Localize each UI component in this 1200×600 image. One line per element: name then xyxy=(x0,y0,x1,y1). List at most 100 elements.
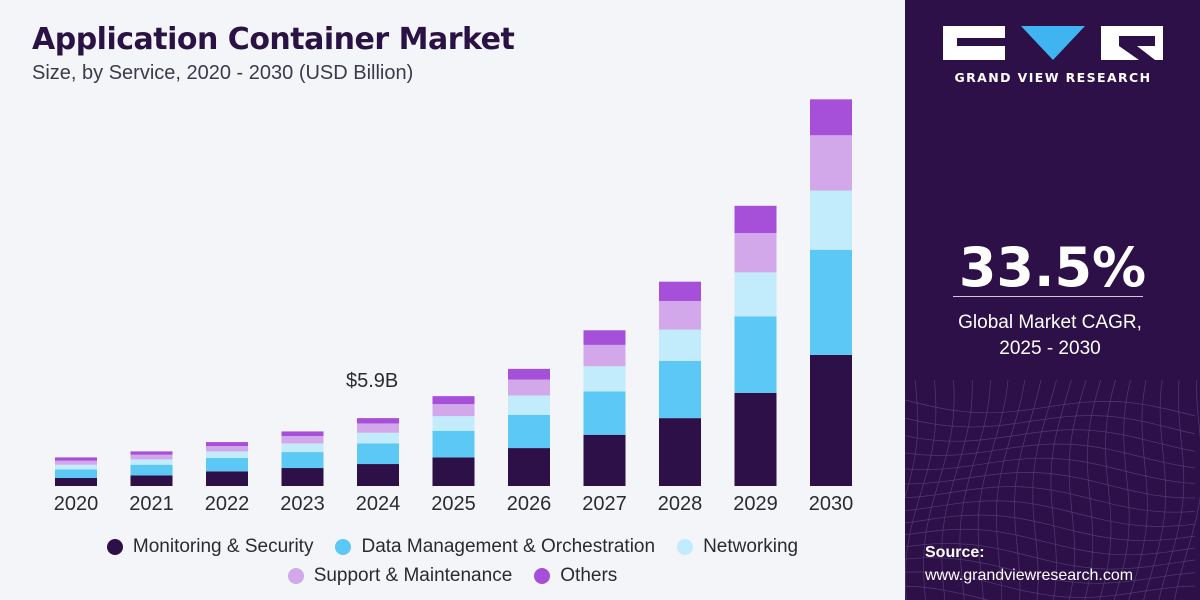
grid-wave-line xyxy=(905,585,1191,600)
x-axis-ticks: 2020 2021 2022 2023 2024 2025 2026 2027 2028 2029… xyxy=(54,493,854,515)
x-tick-label-2025: 2025 xyxy=(431,493,476,515)
legend-label-support: Support & Maintenance xyxy=(313,565,513,586)
bar-segment-2023-monitoring xyxy=(281,468,324,486)
stacked-bar-chart: 2020 2021 2022 2023 2024 2025 2026 2027 2028 2029… xyxy=(54,99,854,515)
grid-wave-line xyxy=(1014,380,1042,600)
bar-segment-2020-others xyxy=(55,457,97,461)
grid-wave-line xyxy=(1174,380,1200,600)
cagr-divider xyxy=(953,296,1143,297)
bar-segment-2027-monitoring xyxy=(583,434,626,486)
bar-segment-2024-data_mgmt xyxy=(357,443,399,465)
brand-logo: GRAND VIEW RESEARCH xyxy=(943,24,1163,85)
grid-wave-line xyxy=(1050,380,1072,600)
bar-segment-2026-support xyxy=(508,379,550,396)
grid-wave-line xyxy=(905,472,1196,499)
chart-subtitle: Size, by Service, 2020 - 2030 (USD Billi… xyxy=(32,62,414,84)
source-url-link[interactable]: www.grandviewresearch.com xyxy=(925,567,1134,584)
bar-segment-2023-networking xyxy=(281,443,324,453)
bar-segment-2027-support xyxy=(583,344,626,367)
bar-segment-2026-data_mgmt xyxy=(508,414,550,449)
grid-wave-line xyxy=(959,380,991,600)
bar-segment-2020-monitoring xyxy=(55,478,97,486)
bar-segment-2028-support xyxy=(659,300,701,330)
bar-segment-2026-networking xyxy=(508,395,550,415)
bar-segment-2024-monitoring xyxy=(357,464,399,486)
legend-row-2: Support & Maintenance Others xyxy=(0,565,905,587)
bar-segment-2029-monitoring xyxy=(734,392,777,486)
x-tick-label-2024: 2024 xyxy=(356,493,401,515)
bar-segment-2030-monitoring xyxy=(810,354,852,486)
chart-title: Application Container Market xyxy=(32,22,515,57)
brand-logo-text: GRAND VIEW RESEARCH xyxy=(954,70,1152,85)
grid-wave-line xyxy=(1032,380,1057,600)
bar-segment-2029-data_mgmt xyxy=(734,316,777,393)
bar-segment-2021-support xyxy=(130,454,173,460)
cagr-label: Global Market CAGR, 2025 - 2030 xyxy=(905,310,1195,362)
legend-item-others: Others xyxy=(534,565,617,587)
bar-segment-2020-data_mgmt xyxy=(55,469,97,479)
grid-wave-line xyxy=(1158,380,1185,600)
grid-wave-line xyxy=(905,380,919,499)
x-tick-label-2023: 2023 xyxy=(280,493,325,515)
bar-segment-2022-others xyxy=(206,442,248,447)
bar-segment-2021-data_mgmt xyxy=(130,464,173,476)
bar-segment-2027-data_mgmt xyxy=(583,391,626,435)
grid-wave-line xyxy=(923,380,955,600)
grid-wave-line xyxy=(905,514,1196,542)
legend-swatch-monitoring xyxy=(106,539,123,555)
legend-swatch-networking xyxy=(677,539,694,555)
grid-wave-line xyxy=(905,528,1196,556)
bar-segment-2024-others xyxy=(357,418,399,424)
x-tick-label-2030: 2030 xyxy=(809,493,854,515)
grid-wave-line xyxy=(1143,380,1166,600)
grid-wave-line xyxy=(905,557,1196,584)
legend-item-networking: Networking xyxy=(677,536,798,558)
x-tick-label-2022: 2022 xyxy=(205,493,250,515)
grid-wave-line xyxy=(905,457,1196,484)
bar-segment-2025-data_mgmt xyxy=(432,430,475,458)
bar-segment-2022-support xyxy=(206,446,248,452)
grid-wave-line xyxy=(1113,380,1131,600)
legend-item-support: Support & Maintenance xyxy=(287,565,513,587)
bar-segment-2026-others xyxy=(508,368,550,380)
bar-segment-2025-monitoring xyxy=(432,457,475,486)
legend-label-monitoring: Monitoring & Security xyxy=(132,536,314,557)
legend-item-data-management: Data Management & Orchestration xyxy=(335,536,655,558)
x-tick-label-2021: 2021 xyxy=(129,493,174,515)
grid-wave-line xyxy=(905,415,1196,435)
x-tick-label-2020: 2020 xyxy=(54,493,99,515)
bar-segment-2025-networking xyxy=(432,416,475,431)
bar-segment-2022-data_mgmt xyxy=(206,458,248,472)
grid-wave-line xyxy=(905,500,1196,527)
legend-row-1: Monitoring & Security Data Management & … xyxy=(0,536,905,558)
bar-segment-2026-monitoring xyxy=(508,448,550,486)
bar-segment-2030-others xyxy=(810,99,852,136)
bar-segment-2023-data_mgmt xyxy=(281,452,324,469)
legend-swatch-others xyxy=(534,568,551,584)
wave-grid-decoration xyxy=(905,380,1200,600)
legend-label-others: Others xyxy=(560,565,618,586)
bar-segment-2028-networking xyxy=(659,329,701,361)
bar-group xyxy=(55,99,852,486)
grid-wave-line xyxy=(1084,380,1102,600)
grid-wave-line xyxy=(905,429,1196,452)
bar-segment-2029-others xyxy=(734,205,777,234)
grid-wave-line xyxy=(905,443,1196,469)
source-label: Source: xyxy=(925,544,985,561)
bar-segment-2021-networking xyxy=(130,459,173,465)
grid-wave-line xyxy=(905,571,1196,598)
grid-wave-line xyxy=(995,380,1026,600)
grid-wave-line xyxy=(905,543,1196,570)
x-tick-label-2026: 2026 xyxy=(507,493,552,515)
grid-wave-line xyxy=(977,380,1009,600)
bar-segment-2020-support xyxy=(55,460,97,465)
bar-segment-2021-monitoring xyxy=(130,475,173,486)
gvr-logo-mark-icon xyxy=(943,26,1163,60)
bar-segment-2022-monitoring xyxy=(206,471,248,486)
cagr-label-line-1: Global Market CAGR, xyxy=(958,312,1142,333)
legend-label-data-management: Data Management & Orchestration xyxy=(361,536,656,557)
bar-segment-2030-networking xyxy=(810,190,852,250)
bar-segment-2023-others xyxy=(281,431,324,437)
legend-item-monitoring: Monitoring & Security xyxy=(106,536,314,558)
